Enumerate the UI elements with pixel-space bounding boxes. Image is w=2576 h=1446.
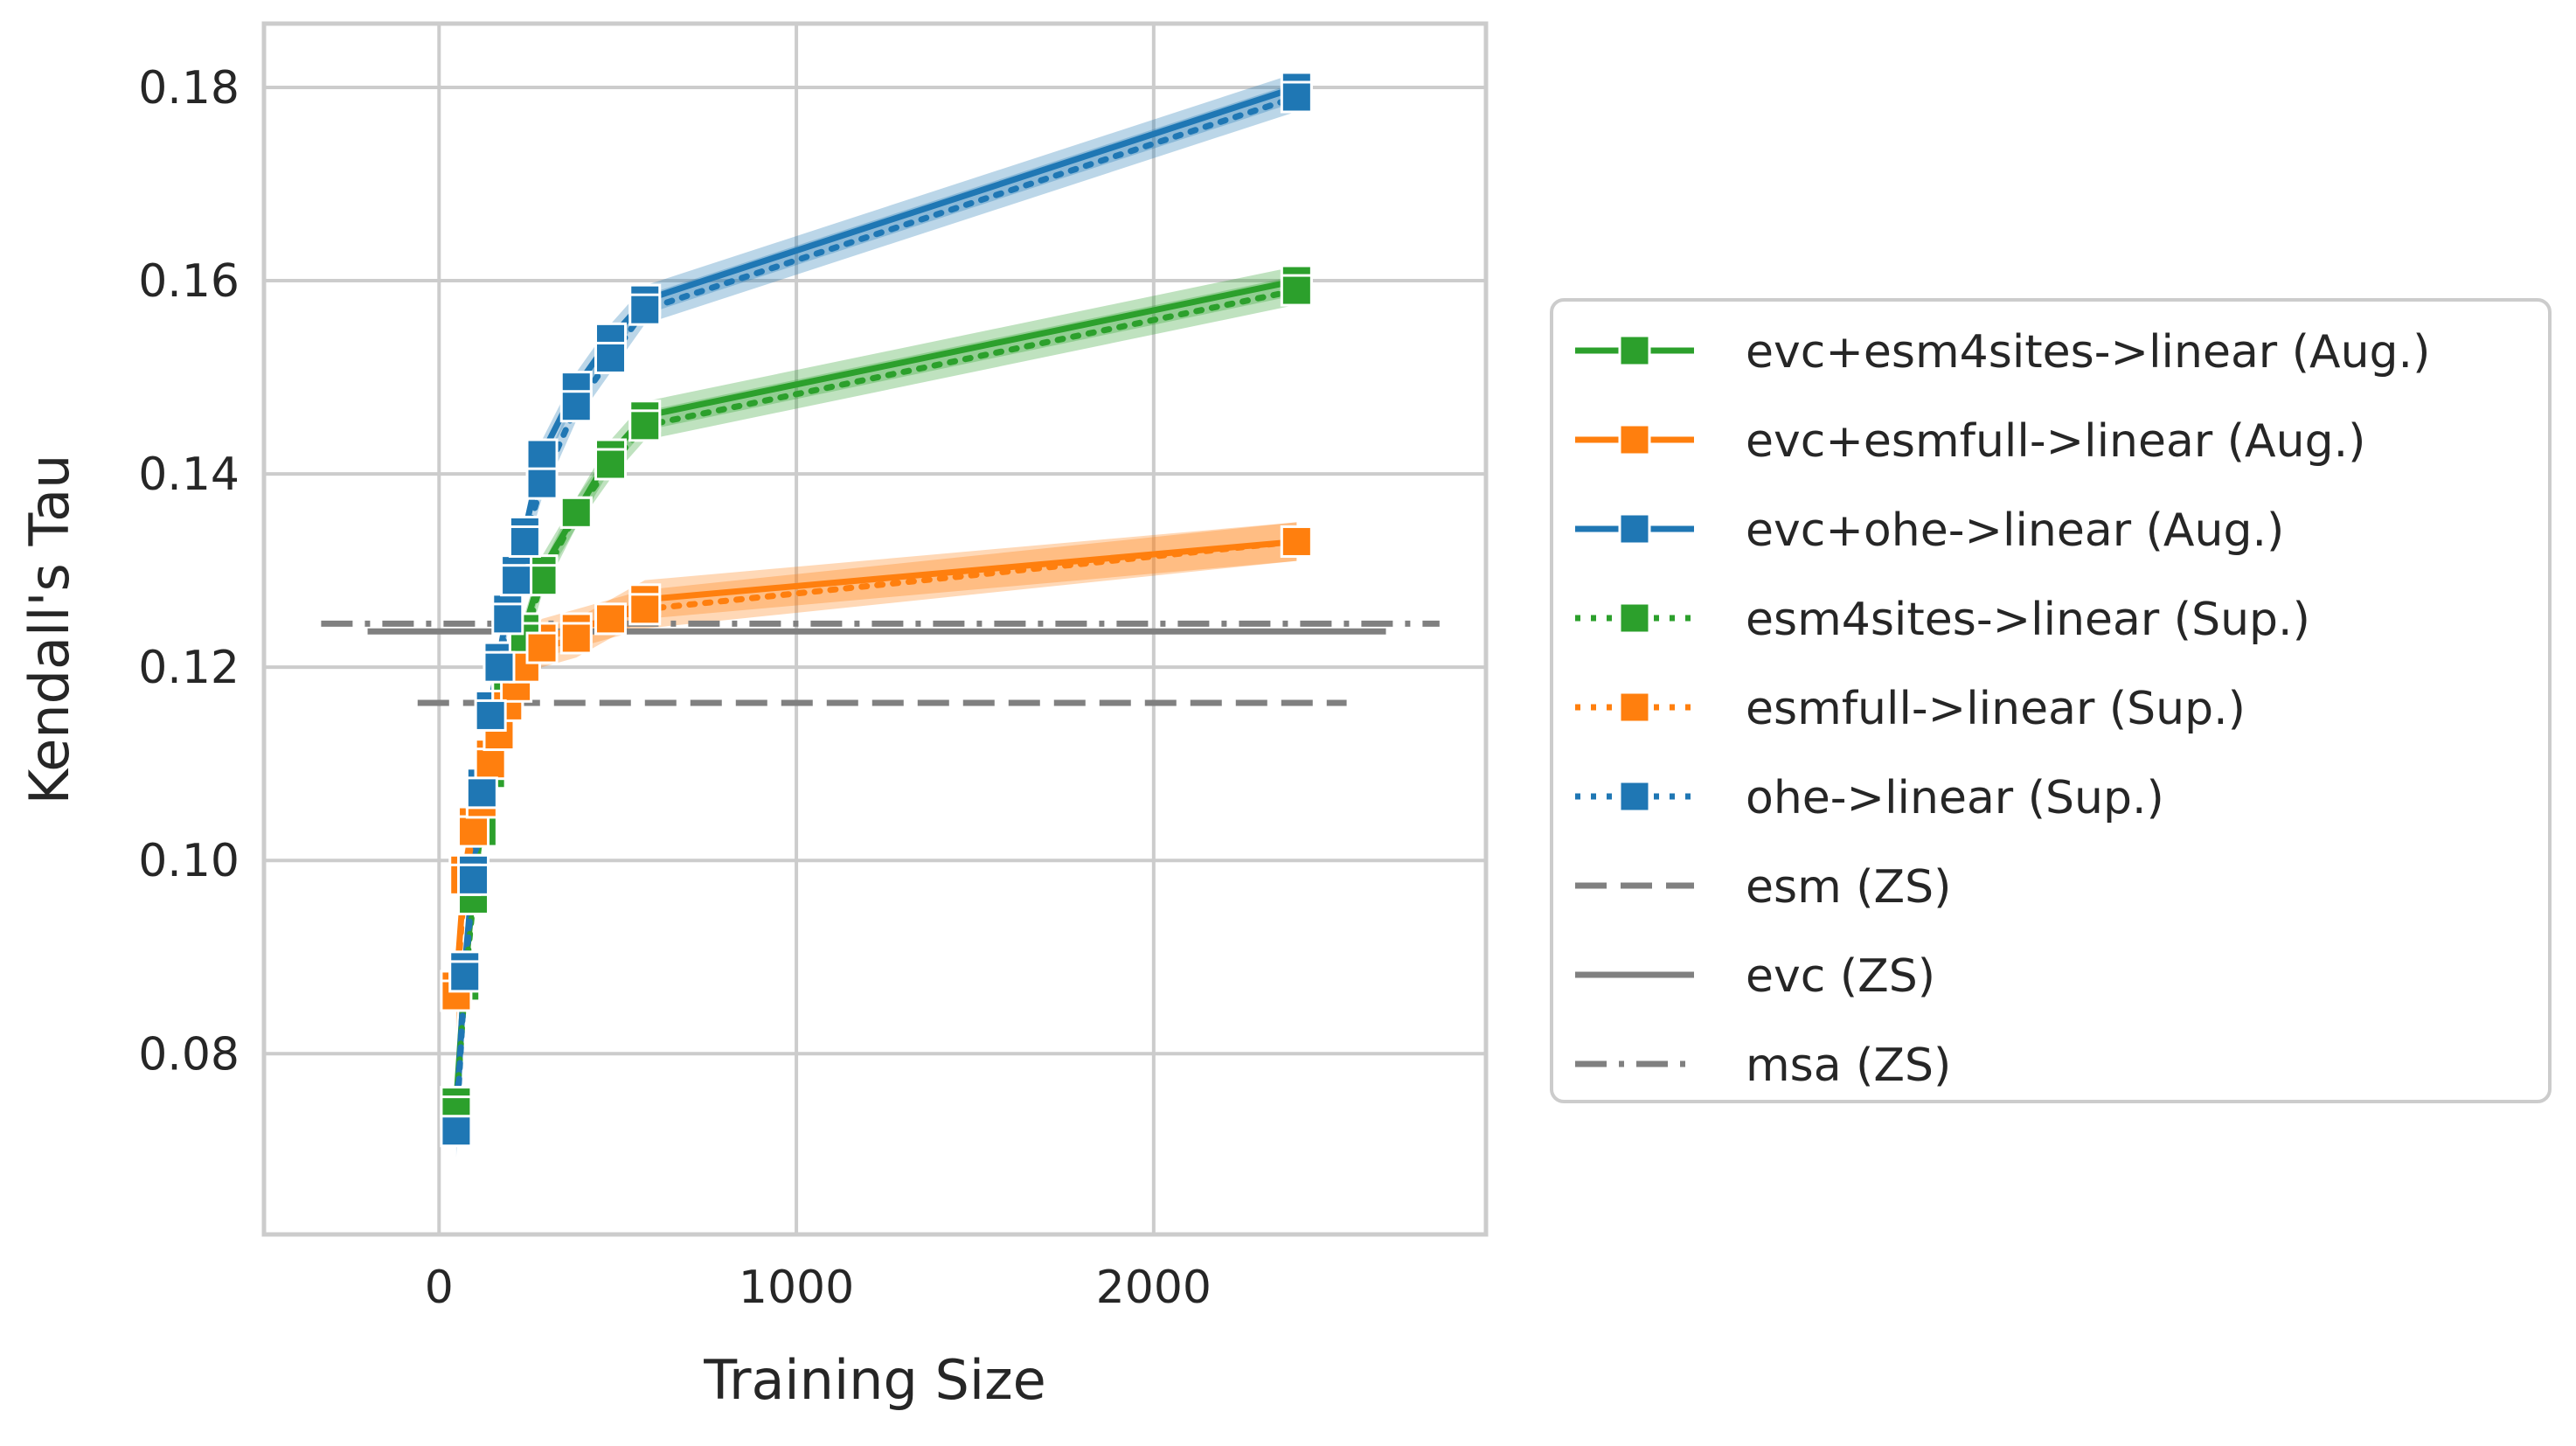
legend-swatch-marker — [1618, 423, 1651, 456]
legend-label: esm4sites->linear (Sup.) — [1746, 594, 2310, 646]
data-point-marker — [448, 960, 482, 993]
legend-swatch-marker — [1618, 691, 1651, 724]
x-tick-label: 2000 — [1096, 1262, 1212, 1314]
legend-swatch-marker — [1618, 512, 1651, 546]
legend-label: esm (ZS) — [1746, 861, 1951, 914]
legend-label: esmfull->linear (Sup.) — [1746, 683, 2246, 735]
data-point-marker — [525, 467, 559, 500]
data-point-marker — [500, 564, 533, 597]
y-tick-label: 0.08 — [138, 1028, 240, 1081]
data-point-marker — [628, 293, 662, 326]
y-tick-label: 0.14 — [138, 448, 240, 501]
legend: evc+esm4sites->linear (Aug.) evc+esmfull-… — [1550, 298, 2552, 1103]
x-tick-label: 0 — [425, 1262, 454, 1314]
data-point-marker — [483, 650, 516, 684]
legend-label: msa (ZS) — [1746, 1039, 1951, 1092]
data-point-marker — [1280, 525, 1313, 558]
axis-ticks: 0 1000 2000 0.08 0.10 0.12 0.14 0.16 0.18 — [138, 62, 1212, 1314]
data-point-marker — [594, 341, 628, 374]
y-tick-label: 0.10 — [138, 835, 240, 887]
data-point-marker — [628, 593, 662, 626]
y-tick-label: 0.16 — [138, 255, 240, 308]
data-point-marker — [1280, 80, 1313, 114]
data-point-marker — [474, 747, 507, 781]
data-point-marker — [508, 525, 541, 558]
data-point-marker — [559, 496, 593, 529]
data-point-marker — [1280, 274, 1313, 307]
legend-label: evc+esmfull->linear (Aug.) — [1746, 415, 2365, 468]
legend-swatch-marker — [1618, 780, 1651, 813]
data-point-marker — [559, 622, 593, 655]
data-point-marker — [440, 1115, 473, 1148]
data-point-marker — [594, 602, 628, 636]
data-point-marker — [465, 776, 498, 810]
y-axis-label: Kendall's Tau — [17, 455, 81, 805]
x-tick-label: 1000 — [739, 1262, 854, 1314]
data-point-marker — [525, 438, 559, 471]
data-point-marker — [559, 390, 593, 423]
data-point-marker — [491, 602, 524, 636]
plot-frame — [261, 21, 1489, 1237]
legend-label: evc+ohe->linear (Aug.) — [1746, 504, 2284, 557]
series-markers — [440, 71, 1313, 1148]
legend-label: evc (ZS) — [1746, 950, 1935, 1003]
y-tick-label: 0.12 — [138, 642, 240, 694]
data-point-marker — [628, 409, 662, 442]
confidence-band — [455, 522, 1297, 1031]
x-axis-label: Training Size — [703, 1348, 1046, 1412]
data-point-marker — [457, 815, 490, 848]
data-point-marker — [457, 863, 490, 896]
data-point-marker — [594, 448, 628, 481]
legend-swatch-marker — [1618, 601, 1651, 635]
y-tick-label: 0.18 — [138, 62, 240, 115]
legend-swatch-marker — [1618, 334, 1651, 367]
legend-label: evc+esm4sites->linear (Aug.) — [1746, 326, 2430, 379]
data-point-marker — [474, 699, 507, 732]
legend-frame — [1550, 298, 2552, 1103]
data-point-marker — [525, 631, 559, 664]
legend-label: ohe->linear (Sup.) — [1746, 772, 2164, 824]
